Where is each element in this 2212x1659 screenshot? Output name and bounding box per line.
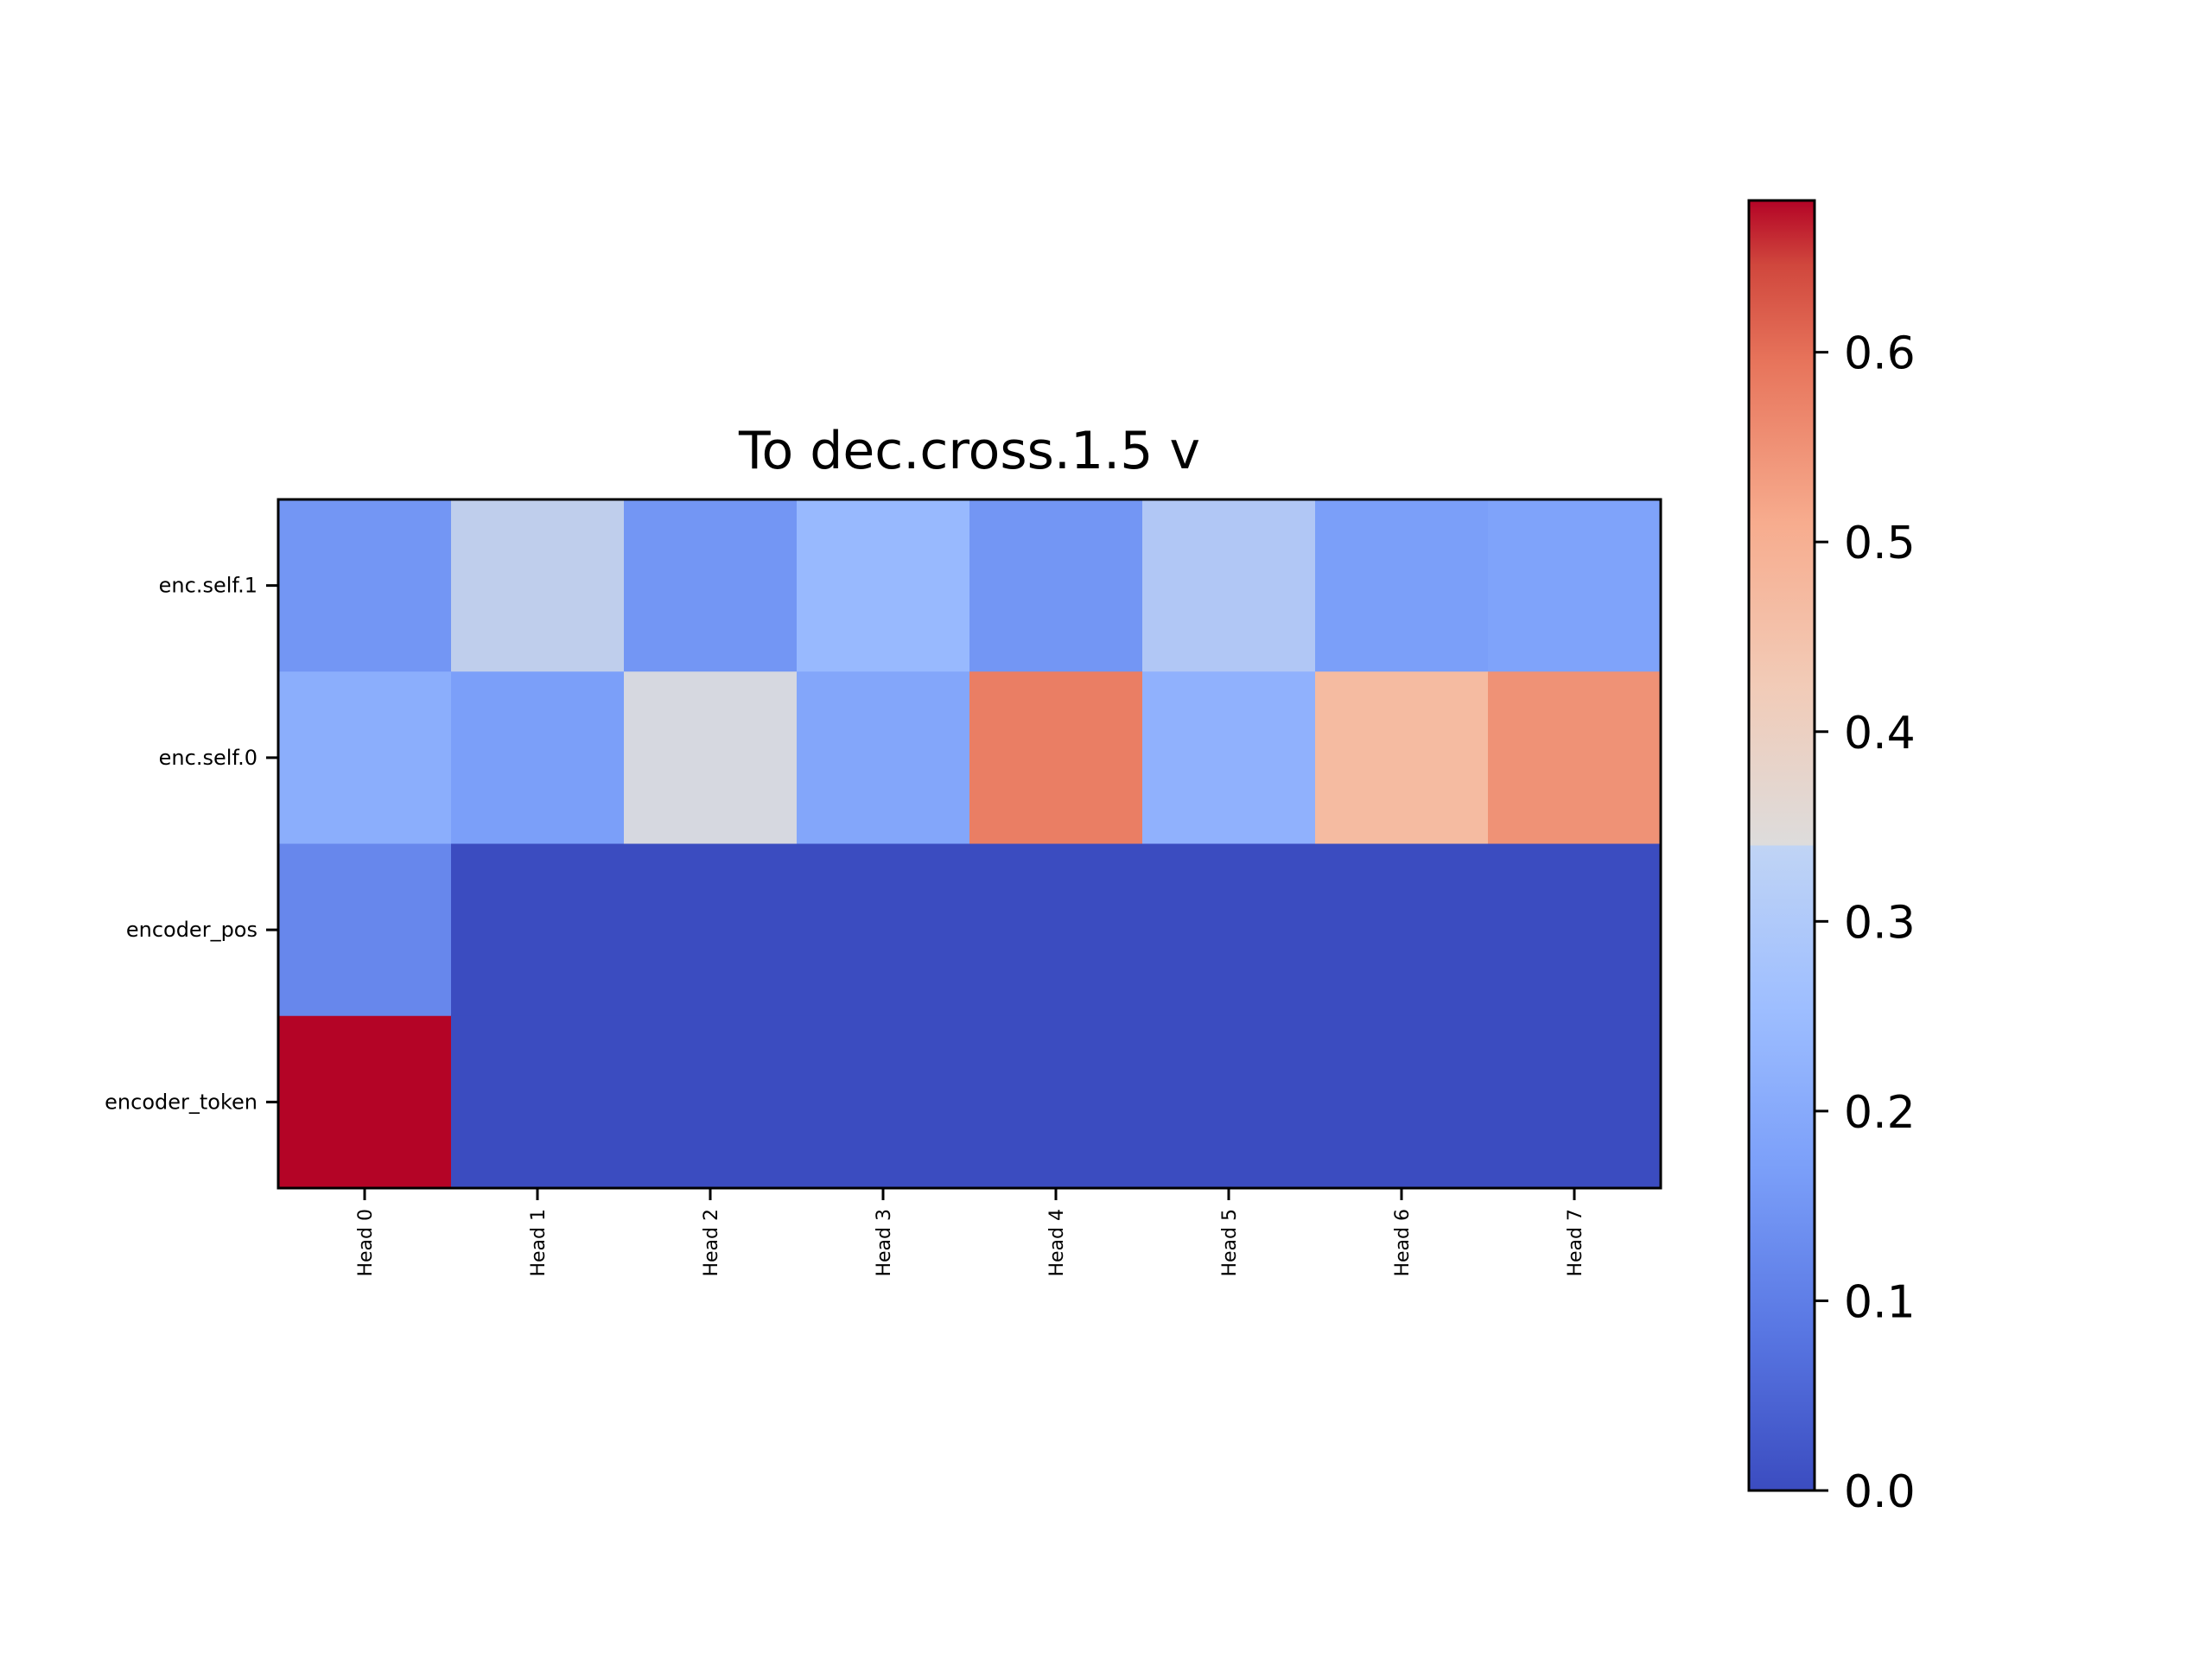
x-tick-label: Head 6 <box>1392 1209 1414 1277</box>
colorbar-ticks: 0.0 0.1 0.2 0.3 0.4 0.5 0.6 <box>1815 328 1916 1518</box>
x-axis: Head 0 Head 1 Head 2 Head 3 Head 4 Head 5 Head… <box>355 1188 1586 1277</box>
heatmap-cell <box>278 671 452 845</box>
colorbar-tick-label: 0.4 <box>1844 708 1916 760</box>
heatmap-cell <box>1488 843 1662 1017</box>
heatmap-cell <box>1142 499 1316 672</box>
x-tick-label: Head 5 <box>1219 1209 1241 1277</box>
x-tick-label: Head 7 <box>1565 1209 1586 1277</box>
colorbar-tick-label: 0.1 <box>1844 1276 1916 1328</box>
heatmap-cell <box>624 499 798 672</box>
y-tick-label: enc.self.0 <box>159 746 257 770</box>
heatmap-cell <box>797 671 970 845</box>
colorbar-tick-label: 0.2 <box>1844 1087 1916 1139</box>
colorbar-tick-label: 0.0 <box>1844 1466 1916 1518</box>
heatmap-cell <box>969 1015 1143 1189</box>
heatmap-cell <box>1142 1015 1316 1189</box>
y-tick-label: encoder_pos <box>126 918 257 942</box>
heatmap-cell <box>797 499 970 672</box>
heatmap-cell <box>278 499 452 672</box>
heatmap-cell <box>1488 499 1662 672</box>
heatmap-cell <box>1142 843 1316 1017</box>
heatmap-cell <box>1315 671 1489 845</box>
colorbar-gradient <box>1749 200 1815 1491</box>
heatmap-cell <box>1315 843 1489 1017</box>
heatmap-cell <box>624 1015 798 1189</box>
x-tick-label: Head 3 <box>874 1209 895 1277</box>
heatmap-cell <box>969 499 1143 672</box>
heatmap-cell <box>1142 671 1316 845</box>
heatmap-cell <box>1315 499 1489 672</box>
colorbar-frame <box>1747 199 1816 1492</box>
heatmap-cell <box>969 843 1143 1017</box>
heatmap-cell <box>1315 1015 1489 1189</box>
heatmap-cell <box>451 671 625 845</box>
x-tick-label: Head 2 <box>701 1209 722 1277</box>
heatmap-cell <box>797 843 970 1017</box>
heatmap-cell <box>969 671 1143 845</box>
x-tick-label: Head 1 <box>528 1209 550 1277</box>
y-tick-label: enc.self.1 <box>159 574 257 598</box>
heatmap-cell <box>1488 1015 1662 1189</box>
colorbar-tick-label: 0.5 <box>1844 518 1916 569</box>
chart-title: To dec.cross.1.5 v <box>738 421 1200 481</box>
heatmap-cell <box>797 1015 970 1189</box>
heatmap-cell <box>278 1015 452 1189</box>
y-axis: enc.self.1 enc.self.0 encoder_pos encoder_t… <box>105 574 278 1114</box>
y-tick-label: encoder_token <box>105 1090 257 1114</box>
heatmap-cell <box>451 499 625 672</box>
heatmap-cell <box>451 1015 625 1189</box>
heatmap-cells <box>278 499 1662 1189</box>
heatmap-cell <box>278 843 452 1017</box>
heatmap-cell <box>624 843 798 1017</box>
heatmap-cell <box>1488 671 1662 845</box>
colorbar: 0.0 0.1 0.2 0.3 0.4 0.5 0.6 <box>1747 199 1916 1518</box>
plot-frame <box>276 498 1662 1190</box>
heatmap-cell <box>451 843 625 1017</box>
heatmap-cell <box>624 671 798 845</box>
colorbar-tick-label: 0.6 <box>1844 328 1916 380</box>
x-tick-label: Head 0 <box>355 1209 377 1277</box>
colorbar-tick-label: 0.3 <box>1844 897 1916 949</box>
x-tick-label: Head 4 <box>1046 1209 1068 1277</box>
